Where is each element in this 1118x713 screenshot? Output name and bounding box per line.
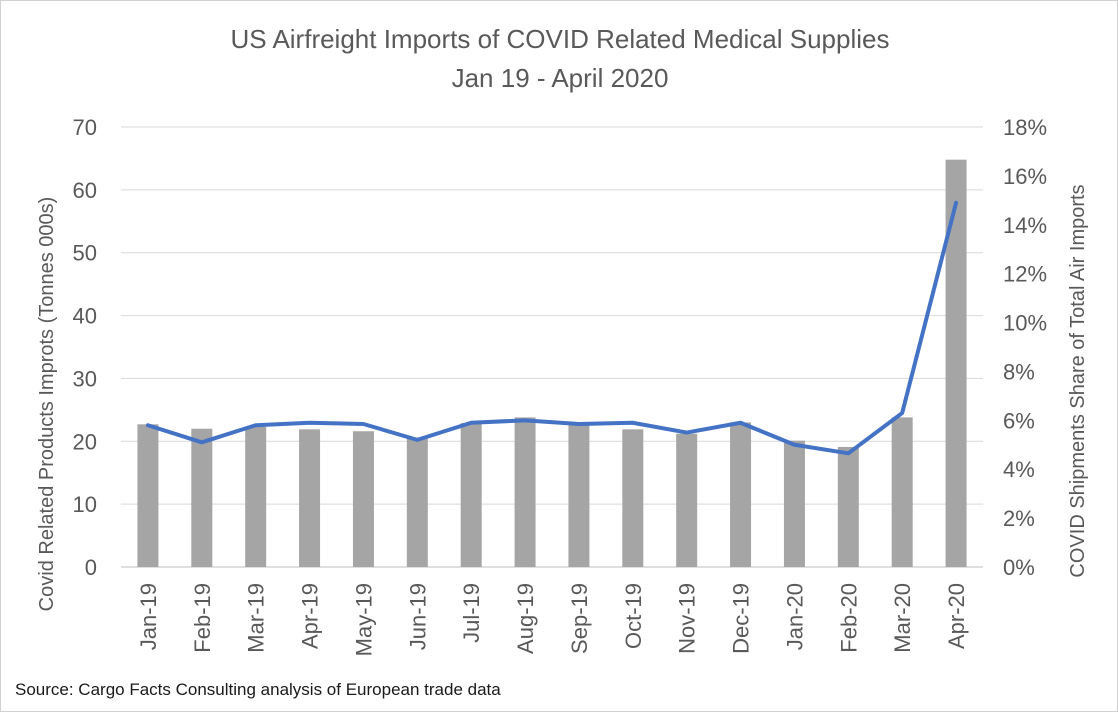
left-axis-ticks: 0 10 20 30 40 50 60 70 — [73, 115, 97, 580]
chart-subtitle: Jan 19 - April 2020 — [452, 63, 669, 93]
x-tick-label: Mar-19 — [244, 583, 269, 653]
x-tick-label: Jan-19 — [136, 583, 161, 650]
x-tick-label: Mar-20 — [890, 583, 915, 653]
right-axis-ticks: 0% 2% 4% 6% 8% 10% 12% 14% 16% 18% — [1003, 115, 1047, 580]
bar — [191, 428, 213, 567]
bar — [245, 426, 267, 567]
bar — [460, 423, 482, 567]
right-tick-label: 16% — [1003, 164, 1047, 189]
x-tick-label: Oct-19 — [621, 583, 646, 649]
right-tick-label: 18% — [1003, 115, 1047, 140]
right-tick-label: 12% — [1003, 262, 1047, 287]
x-tick-label: Jun-19 — [405, 583, 430, 650]
x-tick-label: Apr-19 — [298, 583, 323, 649]
bar-series — [137, 159, 967, 567]
bar — [730, 422, 752, 567]
bar — [622, 429, 644, 567]
bar — [945, 159, 967, 567]
bar — [891, 417, 913, 567]
bar — [568, 423, 590, 567]
right-tick-label: 14% — [1003, 213, 1047, 238]
left-tick-label: 40 — [73, 304, 97, 329]
right-tick-label: 6% — [1003, 408, 1035, 433]
chart-title: US Airfreight Imports of COVID Related M… — [231, 24, 890, 54]
x-tick-label: Feb-20 — [836, 583, 861, 653]
bar — [676, 433, 698, 567]
right-axis-title: COVID Shipments Share of Total Air Impor… — [1067, 184, 1089, 577]
left-tick-label: 0 — [85, 555, 97, 580]
line-series — [145, 200, 959, 456]
right-tick-label: 2% — [1003, 506, 1035, 531]
bar — [299, 429, 321, 567]
left-tick-label: 60 — [73, 178, 97, 203]
x-axis-ticks: Jan-19 Feb-19 Mar-19 Apr-19 May-19 Jun-19 Jul-… — [136, 583, 969, 656]
left-axis-title: Covid Related Products Improts (Tonnes 0… — [36, 197, 58, 612]
left-tick-label: 20 — [73, 429, 97, 454]
bar — [352, 431, 374, 567]
x-tick-label: Dec-19 — [729, 583, 754, 654]
left-tick-label: 50 — [73, 241, 97, 266]
right-tick-label: 4% — [1003, 457, 1035, 482]
x-tick-label: Aug-19 — [513, 583, 538, 654]
x-tick-label: Jan-20 — [782, 583, 807, 650]
right-tick-label: 10% — [1003, 311, 1047, 336]
share-line — [145, 200, 959, 456]
bar — [514, 417, 536, 567]
left-tick-label: 10 — [73, 492, 97, 517]
x-tick-label: Feb-19 — [190, 583, 215, 653]
x-tick-label: Sep-19 — [567, 583, 592, 654]
bar — [837, 446, 859, 567]
x-tick-label: May-19 — [351, 583, 376, 656]
bar — [783, 440, 805, 567]
bar — [406, 437, 428, 567]
bar — [137, 424, 159, 567]
right-tick-label: 0% — [1003, 555, 1035, 580]
right-tick-label: 8% — [1003, 359, 1035, 384]
left-tick-label: 70 — [73, 115, 97, 140]
x-tick-label: Nov-19 — [675, 583, 700, 654]
source-note: Source: Cargo Facts Consulting analysis … — [15, 680, 501, 699]
left-tick-label: 30 — [73, 366, 97, 391]
x-tick-label: Apr-20 — [944, 583, 969, 649]
x-tick-label: Jul-19 — [459, 583, 484, 643]
